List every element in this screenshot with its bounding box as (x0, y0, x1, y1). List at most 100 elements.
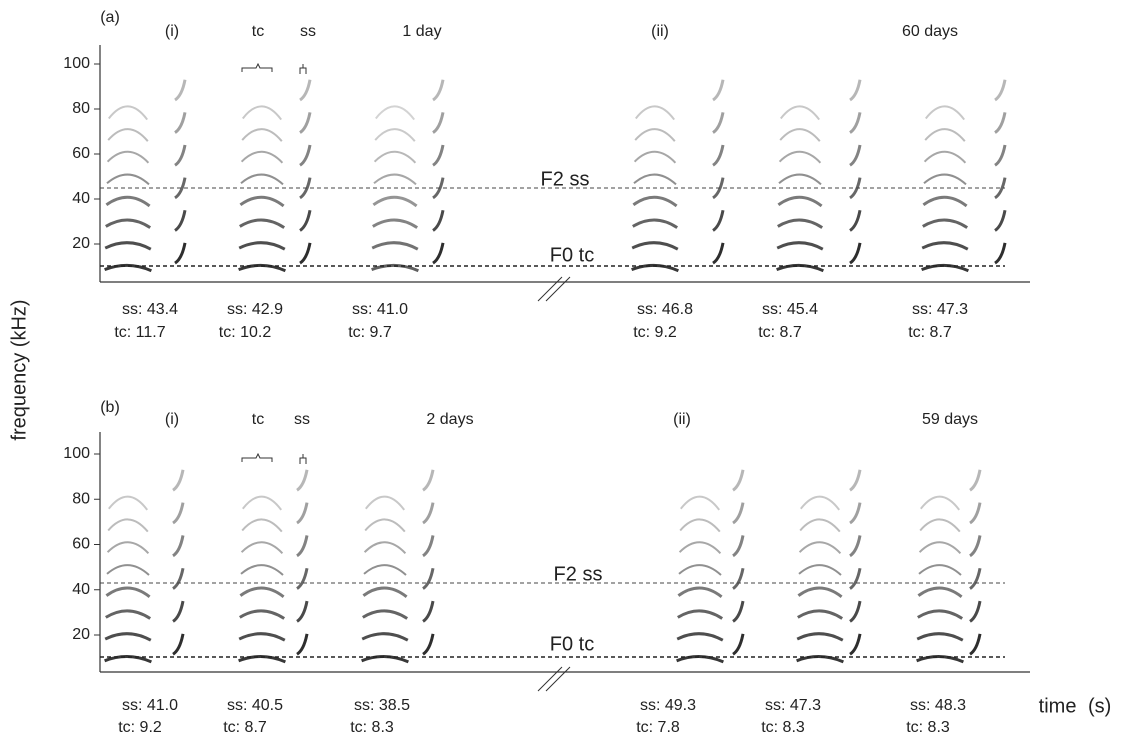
tc-measure: tc: 9.2 (118, 719, 162, 736)
tc-harmonic (778, 150, 822, 164)
tc-harmonic (676, 655, 724, 664)
tc-harmonic (678, 541, 722, 555)
section-label: (i) (165, 23, 179, 40)
tc-harmonic (363, 541, 407, 555)
tc-harmonic (918, 564, 962, 576)
tc-harmonic (241, 518, 283, 533)
ss-harmonic (994, 144, 1007, 167)
ss-harmonic (969, 535, 982, 558)
ss-harmonic (849, 567, 862, 590)
ss-harmonic (299, 209, 312, 232)
tc-harmonic (105, 609, 152, 620)
tc-harmonic (104, 241, 152, 251)
ss-harmonic (994, 209, 1007, 232)
ss-harmonic (849, 535, 862, 558)
ss-harmonic (174, 112, 187, 134)
ss-harmonic (299, 242, 312, 265)
tc-harmonic (240, 564, 284, 576)
tc-harmonic (361, 655, 409, 664)
tc-bracket (241, 452, 273, 462)
tc-harmonic (632, 218, 679, 229)
ss-harmonic (849, 144, 862, 167)
ss-harmonic (299, 79, 312, 102)
ss-harmonic (422, 502, 435, 525)
axis-break (537, 276, 571, 302)
ss-harmonic (732, 502, 745, 525)
tc-harmonic (796, 655, 844, 664)
tc-harmonic (362, 609, 409, 620)
tc-harmonic (364, 518, 406, 533)
ss-measure: ss: 38.5 (354, 697, 410, 714)
ss-harmonic (849, 469, 862, 492)
ss-measure: ss: 48.3 (910, 697, 966, 714)
tc-harmonic (922, 218, 969, 229)
call-marker: ss (294, 411, 310, 428)
tc-harmonic (239, 195, 285, 208)
tc-harmonic (679, 518, 721, 533)
ss-harmonic (174, 209, 187, 232)
tc-harmonic (107, 128, 149, 142)
ss-measure: ss: 40.5 (227, 697, 283, 714)
tc-harmonic (678, 564, 722, 576)
ss-measure: ss: 47.3 (912, 301, 968, 318)
section-label: (ii) (673, 411, 691, 428)
tc-harmonic (239, 609, 286, 620)
f2-label: F2 ss (554, 563, 603, 585)
panel-label: (a) (100, 9, 120, 26)
tc-harmonic (374, 128, 416, 142)
tc-bracket (241, 62, 273, 72)
call-marker: tc (252, 411, 264, 428)
spectrogram-call (796, 469, 862, 664)
f0-label: F0 tc (550, 633, 594, 655)
ss-harmonic (712, 209, 725, 232)
tc-harmonic (917, 586, 963, 598)
ss-harmonic (422, 633, 435, 656)
tc-harmonic (633, 150, 677, 164)
tc-harmonic (920, 495, 961, 511)
ss-harmonic (849, 112, 862, 134)
tc-harmonic (799, 518, 841, 533)
ss-harmonic (296, 633, 309, 656)
y-tick-label: 100 (63, 445, 90, 462)
spectrogram-call (104, 469, 185, 664)
tc-harmonic (106, 564, 150, 576)
y-axis-label: frequency (kHz) (8, 299, 30, 440)
ss-measure: ss: 45.4 (762, 301, 818, 318)
ss-harmonic (969, 600, 982, 623)
spectrogram-call (371, 79, 445, 273)
ss-bracket (299, 454, 307, 464)
panel-label: (b) (100, 399, 120, 416)
ss-harmonic (174, 242, 187, 265)
ss-harmonic (422, 469, 435, 492)
tc-harmonic (242, 495, 283, 511)
ss-harmonic (994, 112, 1007, 134)
tc-harmonic (923, 173, 967, 186)
tc-harmonic (106, 173, 150, 186)
ss-harmonic (849, 79, 862, 102)
ss-harmonic (732, 600, 745, 623)
ss-harmonic (299, 177, 312, 200)
call-marker: ss (300, 23, 316, 40)
ss-harmonic (849, 209, 862, 232)
ss-harmonic (296, 567, 309, 590)
tc-measure: tc: 8.3 (761, 719, 805, 736)
tc-harmonic (925, 105, 966, 121)
tc-harmonic (922, 195, 968, 208)
age-label: 2 days (426, 411, 473, 428)
tc-harmonic (104, 632, 152, 642)
spectrogram-call (238, 79, 312, 273)
tc-harmonic (363, 564, 407, 576)
section-label: (i) (165, 411, 179, 428)
spectrogram-call (916, 469, 982, 664)
ss-measure: ss: 42.9 (227, 301, 283, 318)
tc-harmonic (631, 241, 679, 251)
tc-harmonic (780, 105, 821, 121)
tc-harmonic (676, 632, 724, 642)
x-axis-label: time (s) (1039, 695, 1112, 717)
tc-harmonic (921, 241, 969, 251)
tc-harmonic (105, 195, 151, 208)
spectrogram-call (921, 79, 1007, 273)
tc-harmonic (777, 218, 824, 229)
tc-harmonic (677, 586, 723, 598)
age-label: 1 day (402, 23, 441, 40)
